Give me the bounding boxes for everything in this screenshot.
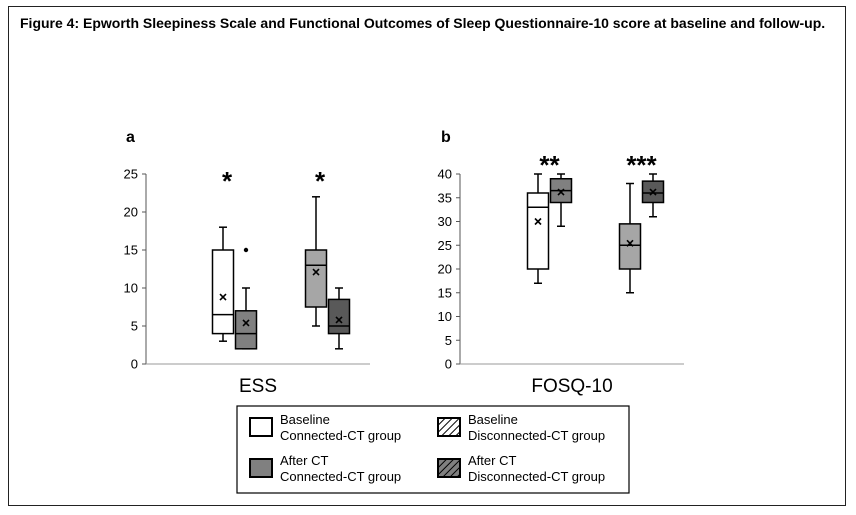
mean-marker	[557, 188, 565, 196]
mean-x-stroke	[626, 239, 634, 247]
legend-label-line2: Connected-CT group	[280, 469, 401, 484]
legend-swatch	[437, 458, 461, 478]
y-tick-label: 15	[438, 285, 452, 300]
box-plot	[526, 173, 550, 284]
box-group: **	[526, 150, 573, 284]
x-axis-label: FOSQ-10	[531, 376, 612, 397]
y-tick-label: 20	[124, 205, 138, 220]
legend-label-line1: Baseline	[468, 412, 518, 427]
mean-x-stroke	[242, 319, 250, 327]
box-plot	[549, 173, 573, 227]
box-plot	[641, 173, 665, 218]
mean-marker	[626, 239, 634, 247]
legend-label-line2: Disconnected-CT group	[468, 428, 605, 443]
mean-x-stroke	[219, 293, 227, 301]
box-iqr	[327, 298, 351, 335]
box-plot	[234, 247, 258, 350]
significance-marker: *	[222, 166, 233, 196]
x-axis-label: ESS	[239, 376, 277, 397]
y-tick-label: 15	[124, 243, 138, 258]
significance-marker: **	[539, 150, 560, 180]
mean-marker	[534, 217, 542, 226]
figure-frame	[8, 6, 846, 506]
box-plot	[304, 196, 328, 327]
significance-marker: *	[315, 166, 326, 196]
legend-swatch	[249, 458, 273, 478]
significance-marker: ***	[626, 150, 657, 180]
box-iqr	[526, 192, 550, 270]
box-group: ***	[618, 150, 665, 294]
y-tick-label: 25	[438, 238, 452, 253]
box-iqr	[211, 249, 235, 335]
box-group: *	[304, 166, 351, 350]
mean-marker	[649, 188, 657, 196]
y-tick-label: 5	[131, 319, 138, 334]
y-tick-label: 0	[445, 357, 452, 372]
mean-marker	[242, 319, 250, 327]
legend-border	[236, 405, 630, 494]
mean-x-stroke	[312, 268, 320, 276]
box-iqr	[618, 223, 642, 270]
box-group: *	[211, 166, 258, 350]
mean-marker	[312, 268, 320, 276]
panel-letter: a	[126, 129, 135, 146]
box-plot	[211, 226, 235, 342]
mean-x-stroke	[649, 188, 657, 196]
y-tick-label: 30	[438, 214, 452, 229]
figure-title: Figure 4: Epworth Sleepiness Scale and F…	[20, 15, 826, 31]
mean-marker	[335, 316, 343, 324]
legend-label-line2: Connected-CT group	[280, 428, 401, 443]
y-tick-label: 20	[438, 262, 452, 277]
legend-label-line1: After CT	[280, 453, 328, 468]
box-iqr	[304, 249, 328, 308]
box-iqr	[234, 310, 258, 350]
box-plot	[618, 182, 642, 294]
legend-swatch	[437, 417, 461, 437]
y-tick-label: 5	[445, 333, 452, 348]
legend-swatch	[249, 417, 273, 437]
y-tick-label: 25	[124, 167, 138, 182]
legend-label-line1: After CT	[468, 453, 516, 468]
y-tick-label: 10	[124, 281, 138, 296]
y-tick-label: 10	[438, 309, 452, 324]
y-tick-label: 0	[131, 357, 138, 372]
mean-x-stroke	[557, 188, 565, 196]
y-tick-label: 35	[438, 190, 452, 205]
mean-x-stroke	[534, 217, 542, 226]
mean-marker	[219, 293, 227, 301]
outlier-point	[243, 247, 249, 253]
legend-label-line1: Baseline	[280, 412, 330, 427]
box-plot	[327, 287, 351, 350]
legend-label-line2: Disconnected-CT group	[468, 469, 605, 484]
mean-x-stroke	[335, 316, 343, 324]
panel-a: a 0 5 10 15 20 25 ESS * *	[124, 129, 370, 397]
y-tick-label: 40	[438, 167, 452, 182]
panel-letter: b	[441, 129, 451, 146]
